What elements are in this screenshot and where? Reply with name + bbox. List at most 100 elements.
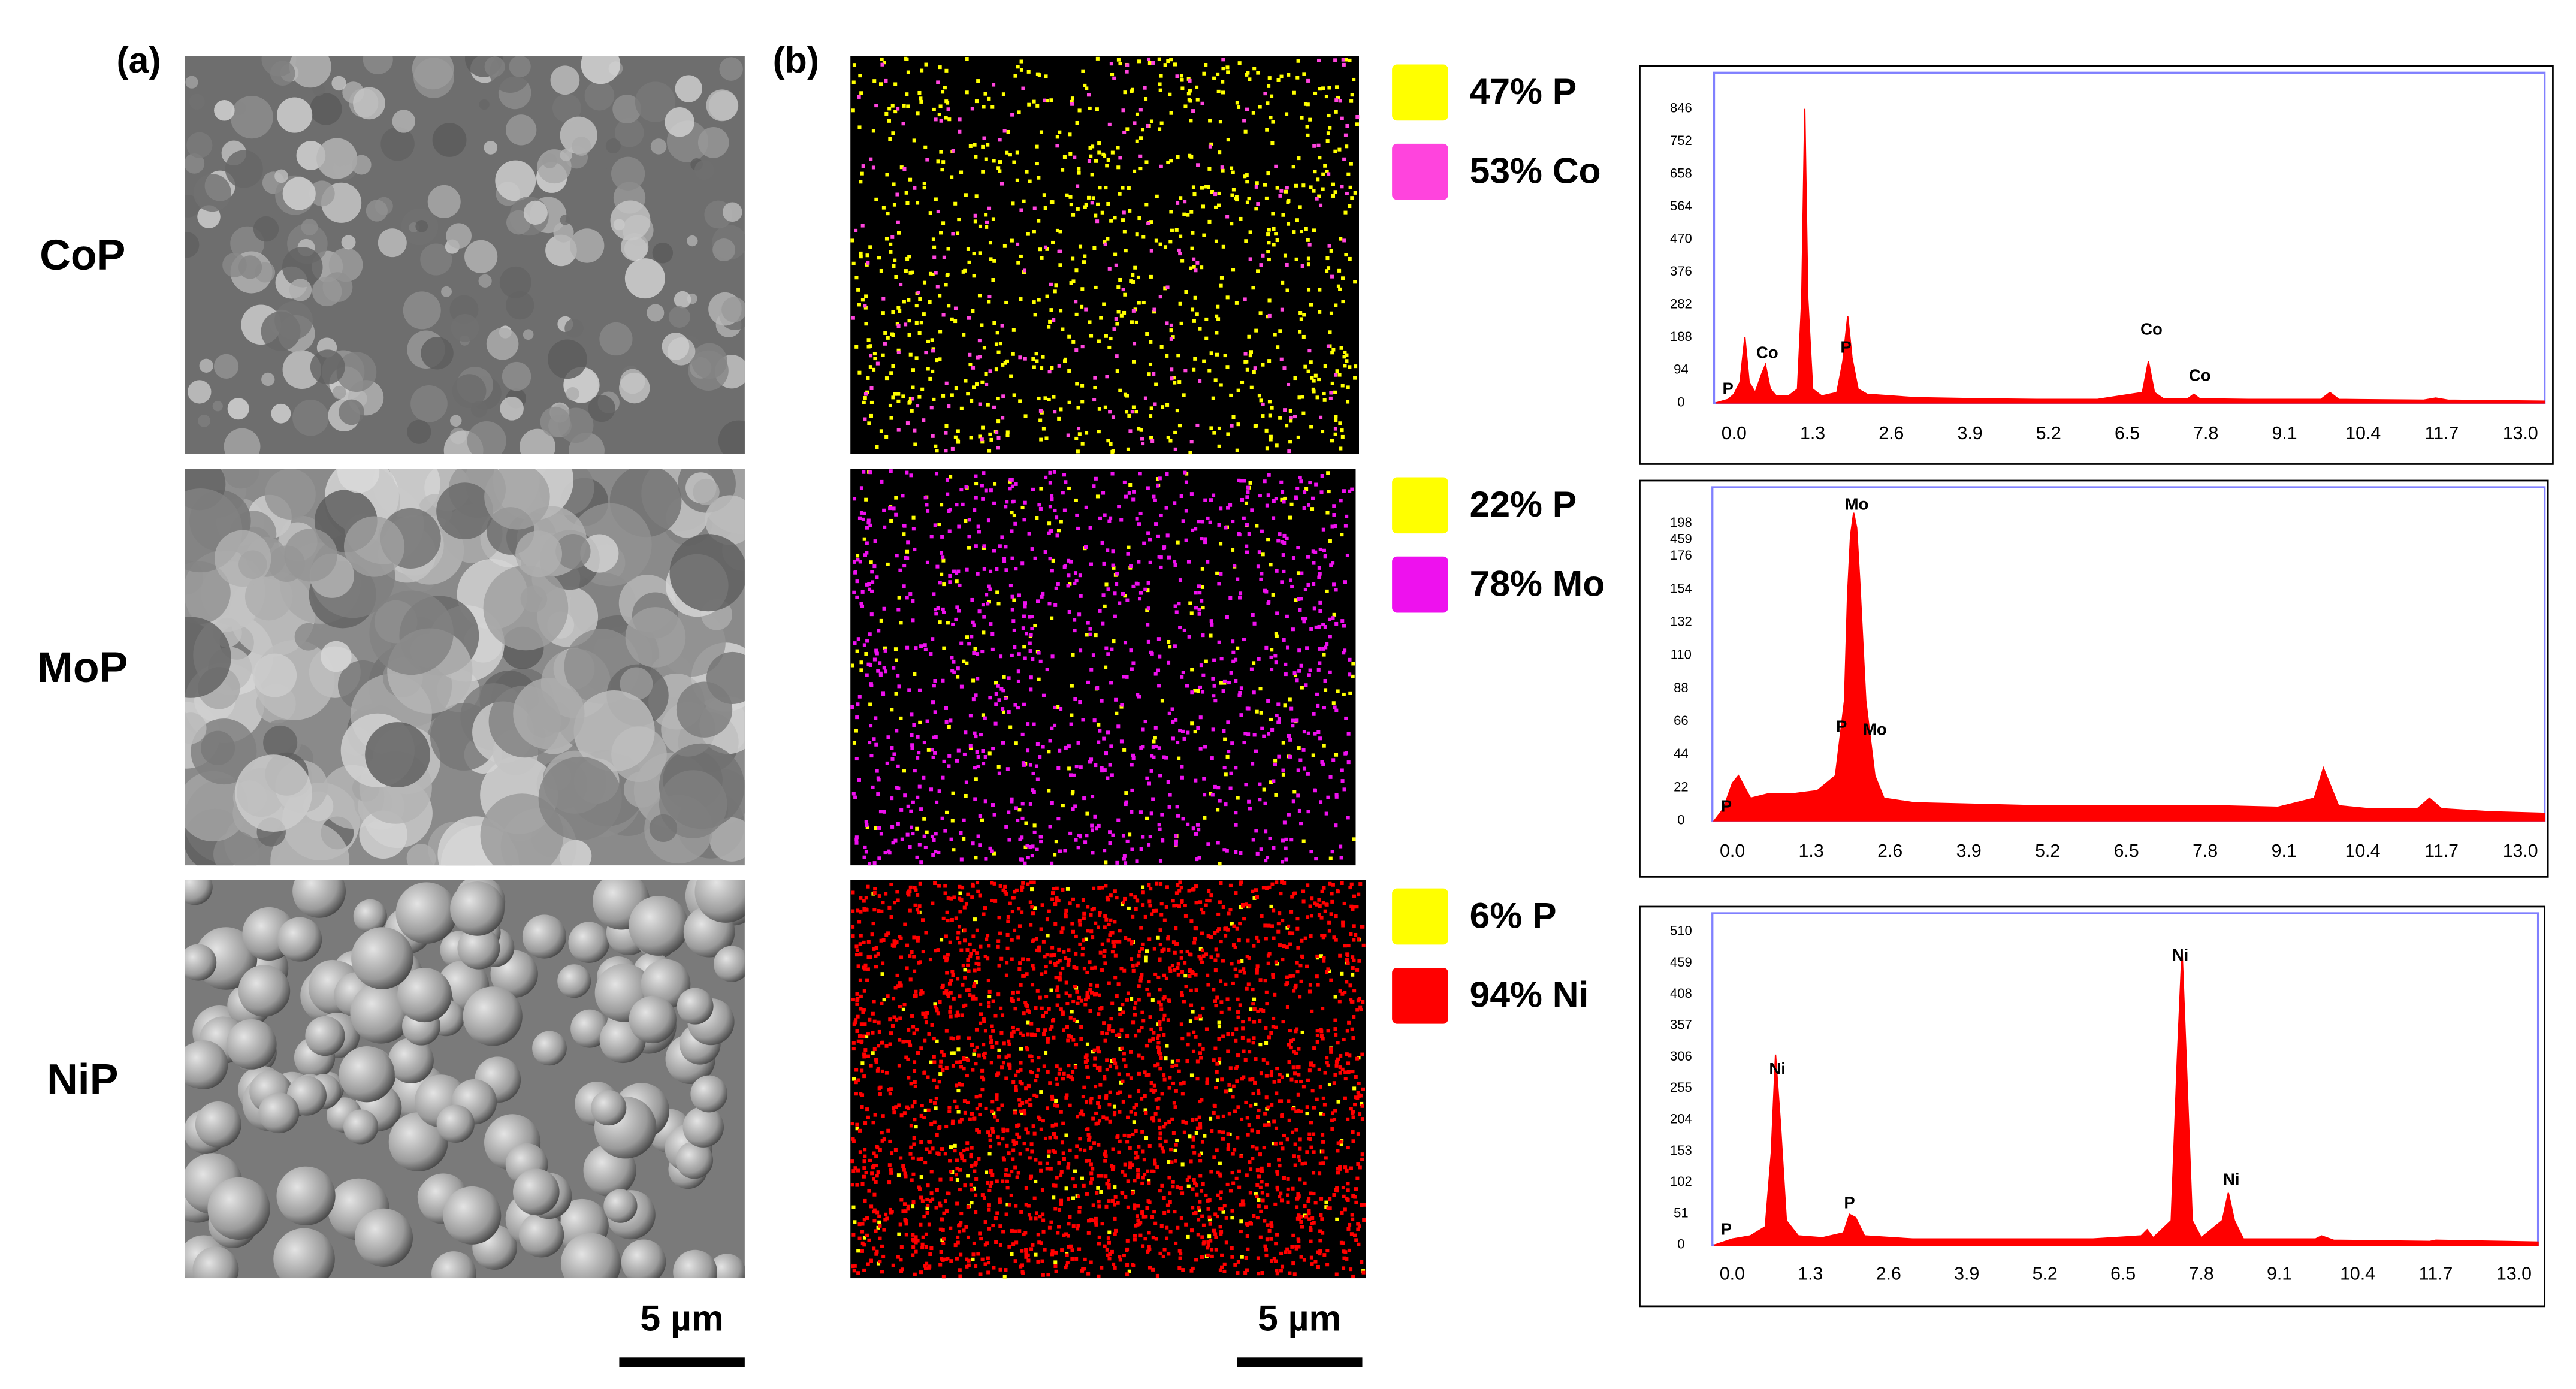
map-dot <box>1124 791 1128 795</box>
map-dot <box>1321 172 1325 176</box>
map-dot <box>1039 840 1043 844</box>
map-dot <box>1227 1007 1231 1011</box>
map-dot <box>1108 1064 1113 1068</box>
map-dot <box>947 1109 952 1113</box>
map-dot <box>1346 944 1351 948</box>
map-dot <box>936 80 940 84</box>
map-dot <box>858 560 862 564</box>
map-dot <box>1191 1206 1195 1210</box>
map-dot <box>1137 998 1141 1002</box>
map-dot <box>1227 750 1231 754</box>
map-dot <box>923 647 928 651</box>
map-dot <box>1080 400 1085 404</box>
map-dot <box>909 1145 913 1149</box>
map-dot <box>1028 1098 1032 1102</box>
map-dot <box>1137 1222 1141 1226</box>
map-dot <box>1299 479 1303 484</box>
map-dot <box>1300 116 1304 120</box>
map-dot <box>1137 522 1141 526</box>
map-dot <box>1156 534 1161 538</box>
map-dot <box>995 1179 999 1183</box>
map-dot <box>959 641 964 645</box>
map-dot <box>1346 760 1351 765</box>
map-dot <box>983 92 987 96</box>
map-dot <box>1085 1192 1089 1196</box>
map-dot <box>890 746 894 750</box>
map-dot <box>911 831 915 836</box>
map-dot <box>1162 755 1166 759</box>
map-dot <box>871 1051 875 1055</box>
map-dot <box>887 119 891 123</box>
map-dot <box>996 1107 1001 1112</box>
map-dot <box>1231 981 1235 985</box>
map-dot <box>1313 550 1318 554</box>
map-dot <box>1067 400 1071 404</box>
map-dot <box>1180 765 1184 769</box>
map-dot <box>1314 482 1318 487</box>
map-dot <box>1107 122 1112 126</box>
map-dot <box>1275 880 1279 884</box>
map-dot <box>946 919 950 923</box>
map-dot <box>1297 1158 1302 1162</box>
map-dot <box>1094 1085 1098 1089</box>
panel-label: (a) <box>116 40 161 80</box>
map-dot <box>973 1116 977 1121</box>
map-dot <box>1053 1260 1058 1264</box>
map-dot <box>963 1110 967 1115</box>
map-dot <box>1312 1064 1316 1068</box>
map-dot <box>1258 1019 1262 1023</box>
map-dot <box>1103 1038 1107 1043</box>
map-dot <box>1354 1238 1358 1242</box>
map-dot <box>1322 398 1327 402</box>
map-dot <box>860 1249 864 1253</box>
map-dot <box>884 78 888 83</box>
map-dot <box>928 1252 932 1257</box>
map-dot <box>1049 953 1053 958</box>
map-dot <box>1323 364 1327 369</box>
map-dot <box>869 560 873 564</box>
map-dot <box>1276 720 1281 724</box>
map-dot <box>992 549 996 553</box>
map-dot <box>926 339 931 343</box>
map-dot <box>1175 805 1179 809</box>
map-dot <box>1327 172 1331 176</box>
sem-particle <box>560 149 572 162</box>
map-dot <box>1050 861 1054 865</box>
map-dot <box>1239 216 1243 221</box>
map-dot <box>1306 915 1310 919</box>
map-dot <box>1067 1064 1071 1068</box>
map-dot <box>888 1139 892 1143</box>
map-dot <box>1229 771 1233 775</box>
map-dot <box>867 1189 871 1193</box>
map-dot <box>1078 1137 1082 1141</box>
map-dot <box>1174 1143 1178 1147</box>
map-dot <box>974 1177 979 1181</box>
map-dot <box>1148 362 1153 367</box>
map-dot <box>1230 1171 1234 1175</box>
map-dot <box>944 283 948 287</box>
map-dot <box>966 1174 970 1178</box>
map-dot <box>1291 931 1295 935</box>
map-dot <box>1214 239 1219 243</box>
map-dot <box>1159 121 1164 125</box>
map-dot <box>929 1170 934 1174</box>
map-dot <box>1277 717 1281 721</box>
sem-particle <box>540 406 570 437</box>
map-dot <box>1037 1056 1041 1060</box>
map-dot <box>1296 59 1300 63</box>
sem-particle <box>185 712 207 744</box>
map-dot <box>976 889 980 893</box>
map-dot <box>1116 146 1120 150</box>
map-dot <box>1164 1236 1169 1240</box>
map-dot <box>1081 898 1085 902</box>
map-dot <box>1202 71 1206 76</box>
map-dot <box>869 1204 874 1209</box>
map-dot <box>1121 900 1125 904</box>
map-dot <box>892 1106 896 1110</box>
map-dot <box>1229 671 1233 675</box>
map-dot <box>1127 1269 1131 1273</box>
map-dot <box>1056 529 1061 533</box>
map-dot <box>1119 518 1124 522</box>
map-dot <box>1306 262 1310 267</box>
map-dot <box>863 1121 868 1125</box>
